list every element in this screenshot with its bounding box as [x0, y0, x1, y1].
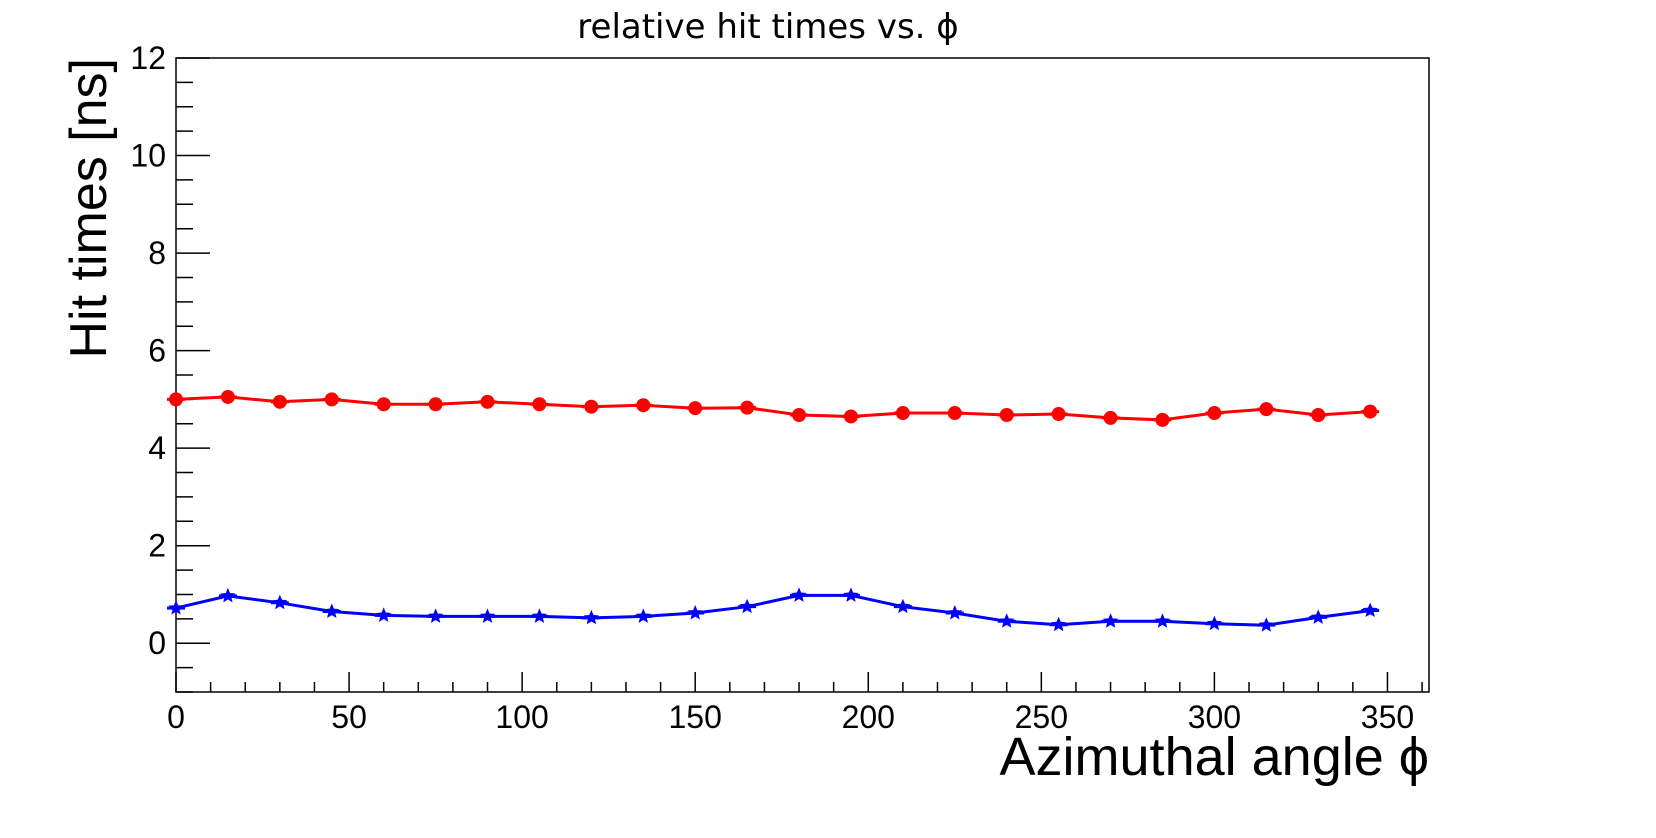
- data-point: [1206, 615, 1222, 631]
- data-point: [584, 399, 599, 414]
- data-point: [1207, 406, 1222, 421]
- data-point: [272, 594, 288, 610]
- data-point: [1154, 613, 1171, 628]
- data-point: [532, 397, 547, 412]
- data-point: [169, 392, 183, 407]
- data-point: [792, 407, 807, 422]
- x-tick-label: 250: [1015, 699, 1068, 735]
- data-point: [895, 598, 911, 614]
- data-point: [272, 394, 287, 409]
- data-point: [1258, 617, 1274, 632]
- y-tick-label: 2: [148, 528, 166, 564]
- series-2: [167, 587, 1380, 632]
- series-layer: [167, 389, 1380, 632]
- data-point: [635, 608, 651, 623]
- data-point: [1051, 407, 1066, 422]
- data-point: [687, 605, 703, 620]
- data-point: [791, 587, 807, 602]
- data-point: [739, 598, 755, 614]
- data-point: [1051, 616, 1067, 632]
- y-tick-label: 10: [130, 138, 166, 174]
- x-axis: 0 50 100 150 200 250 300 350: [167, 672, 1423, 735]
- x-tick-label: 300: [1188, 699, 1241, 735]
- data-point: [531, 608, 547, 623]
- x-axis-label: Azimuthal angle ϕ: [1000, 727, 1429, 787]
- data-point: [1259, 402, 1274, 417]
- data-point: [843, 409, 858, 424]
- data-point: [1363, 404, 1378, 419]
- x-tick-label: 200: [842, 699, 895, 735]
- data-point: [479, 608, 496, 623]
- data-point: [428, 397, 443, 412]
- data-point: [324, 392, 339, 407]
- data-point: [999, 613, 1015, 628]
- data-point: [999, 407, 1014, 422]
- data-point: [947, 406, 962, 421]
- y-tick-label: 12: [130, 40, 166, 76]
- data-point: [428, 608, 444, 623]
- data-point: [843, 587, 859, 602]
- y-tick-label: 4: [148, 430, 166, 466]
- x-tick-label: 0: [167, 699, 185, 735]
- data-point: [1155, 412, 1170, 427]
- x-tick-label: 150: [669, 699, 722, 735]
- data-point: [376, 607, 392, 622]
- data-point: [1103, 410, 1118, 425]
- data-point: [740, 400, 755, 415]
- data-point: [376, 397, 391, 412]
- data-point: [168, 600, 184, 615]
- data-point: [480, 394, 495, 409]
- x-tick-label: 100: [495, 699, 548, 735]
- y-tick-label: 6: [148, 333, 166, 369]
- x-tick-label: 50: [331, 699, 367, 735]
- data-point: [583, 609, 599, 625]
- y-tick-label: 8: [148, 235, 166, 271]
- data-point: [1310, 609, 1326, 624]
- data-point: [688, 401, 703, 416]
- y-axis-label: Hit times [ns]: [60, 58, 118, 359]
- x-tick-label: 350: [1361, 699, 1414, 735]
- series-1: [167, 389, 1380, 427]
- data-point: [895, 406, 910, 421]
- data-point: [1362, 602, 1378, 617]
- y-tick-label: 0: [148, 625, 166, 661]
- chart-title: relative hit times vs. ϕ: [577, 7, 958, 47]
- data-point: [1311, 407, 1326, 422]
- data-point: [636, 398, 651, 413]
- data-point: [220, 389, 235, 404]
- data-point: [220, 587, 236, 603]
- y-axis: 0 2 4 6 8 10 12: [130, 40, 210, 693]
- data-point: [1102, 613, 1119, 628]
- data-point: [324, 603, 340, 618]
- data-point: [947, 605, 963, 620]
